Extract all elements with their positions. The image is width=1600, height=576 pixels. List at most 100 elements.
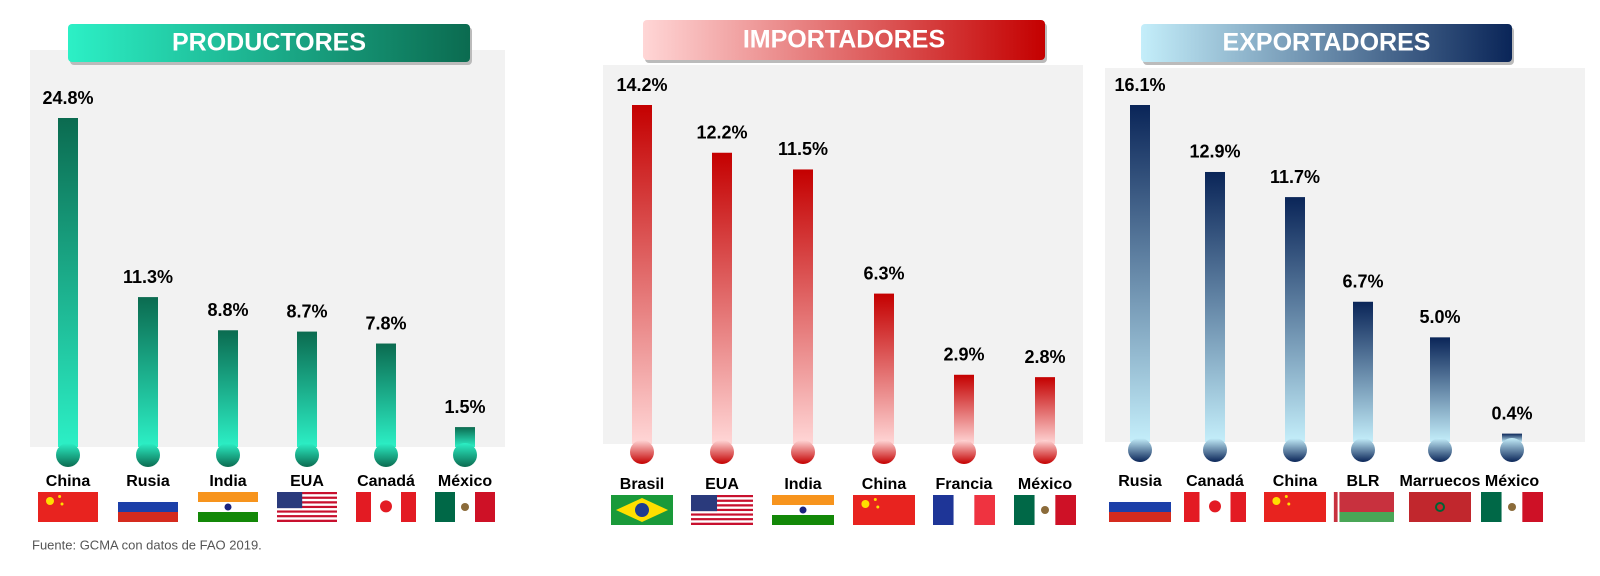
value-label: 0.4% [1491, 403, 1532, 423]
value-label: 12.2% [696, 122, 747, 142]
bar [376, 343, 396, 447]
bar-base-dot [1500, 438, 1524, 462]
category-label: Canadá [1186, 473, 1244, 490]
bar [874, 293, 894, 444]
bar [455, 427, 475, 447]
value-label: 8.8% [207, 300, 248, 320]
panel-background [30, 50, 505, 447]
value-label: 7.8% [365, 313, 406, 333]
bar-base-dot [136, 443, 160, 467]
flag [1014, 495, 1076, 525]
bar [1285, 197, 1305, 442]
bar [58, 118, 78, 447]
bar [1035, 377, 1055, 444]
bar [954, 374, 974, 444]
bar [793, 169, 813, 444]
value-label: 11.7% [1270, 167, 1320, 187]
category-label: BLR [1347, 473, 1380, 490]
category-label: Brasil [620, 476, 664, 493]
value-label: 5.0% [1419, 307, 1460, 327]
bar-base-dot [56, 443, 80, 467]
category-label: China [862, 476, 907, 493]
value-label: 2.9% [943, 345, 984, 365]
value-label: 1.5% [444, 397, 485, 417]
value-label: 8.7% [286, 301, 327, 321]
value-label: 11.5% [778, 139, 828, 159]
bar-base-dot [1203, 438, 1227, 462]
flag [691, 495, 753, 525]
category-label: México [1485, 473, 1539, 490]
value-label: 16.1% [1114, 75, 1165, 95]
flag [356, 492, 416, 522]
chart-title: EXPORTADORES [1223, 29, 1431, 57]
flag [611, 495, 673, 525]
title-banner [643, 20, 1045, 60]
category-label: China [46, 473, 91, 490]
bar [1430, 337, 1450, 442]
bar-base-dot [1033, 440, 1057, 464]
chart-title: PRODUCTORES [172, 29, 366, 57]
bar-base-dot [872, 440, 896, 464]
bar [218, 330, 238, 447]
category-label: Rusia [126, 473, 170, 490]
bar [1502, 433, 1522, 442]
title-banner [1141, 24, 1512, 62]
value-label: 2.8% [1024, 347, 1065, 367]
bar-base-dot [453, 443, 477, 467]
flag [38, 492, 98, 522]
bar [1130, 105, 1150, 442]
flag [853, 495, 915, 525]
category-label: EUA [705, 476, 739, 493]
bar-base-dot [630, 440, 654, 464]
category-label: Francia [936, 476, 993, 493]
flag [118, 492, 178, 522]
flag [1264, 492, 1326, 522]
value-label: 11.3% [123, 267, 173, 287]
bar-base-dot [952, 440, 976, 464]
category-label: India [784, 476, 821, 493]
panel-background [1105, 68, 1585, 442]
flag [1409, 492, 1471, 522]
category-label: México [1018, 476, 1072, 493]
bar-base-dot [1428, 438, 1452, 462]
bar-base-dot [374, 443, 398, 467]
category-label: Marruecos [1400, 473, 1481, 490]
flag [1332, 492, 1394, 522]
flag [1481, 492, 1543, 522]
category-label: India [209, 473, 246, 490]
bar [138, 297, 158, 447]
value-label: 24.8% [42, 88, 93, 108]
bar-base-dot [216, 443, 240, 467]
bar-base-dot [791, 440, 815, 464]
flag [1184, 492, 1246, 522]
source-note: Fuente: GCMA con datos de FAO 2019. [32, 537, 262, 552]
flag [1109, 492, 1171, 522]
category-label: Canadá [357, 473, 415, 490]
value-label: 6.3% [863, 263, 904, 283]
flag [198, 492, 258, 522]
bar [1205, 171, 1225, 442]
chart-title: IMPORTADORES [743, 26, 945, 54]
bar-base-dot [1128, 438, 1152, 462]
value-label: 12.9% [1189, 142, 1240, 162]
panel-background [603, 65, 1083, 444]
flag [772, 495, 834, 525]
bar-base-dot [1351, 438, 1375, 462]
category-label: Rusia [1118, 473, 1162, 490]
title-banner [68, 24, 470, 62]
flag [435, 492, 495, 522]
flag [277, 492, 337, 522]
bar-base-dot [1283, 438, 1307, 462]
bar [1353, 301, 1373, 442]
category-label: EUA [290, 473, 324, 490]
bar-base-dot [295, 443, 319, 467]
bar-base-dot [710, 440, 734, 464]
flag [933, 495, 995, 525]
value-label: 14.2% [616, 75, 667, 95]
category-label: China [1273, 473, 1318, 490]
value-label: 6.7% [1342, 272, 1383, 292]
category-label: México [438, 473, 492, 490]
bar [632, 105, 652, 444]
bar [297, 331, 317, 447]
